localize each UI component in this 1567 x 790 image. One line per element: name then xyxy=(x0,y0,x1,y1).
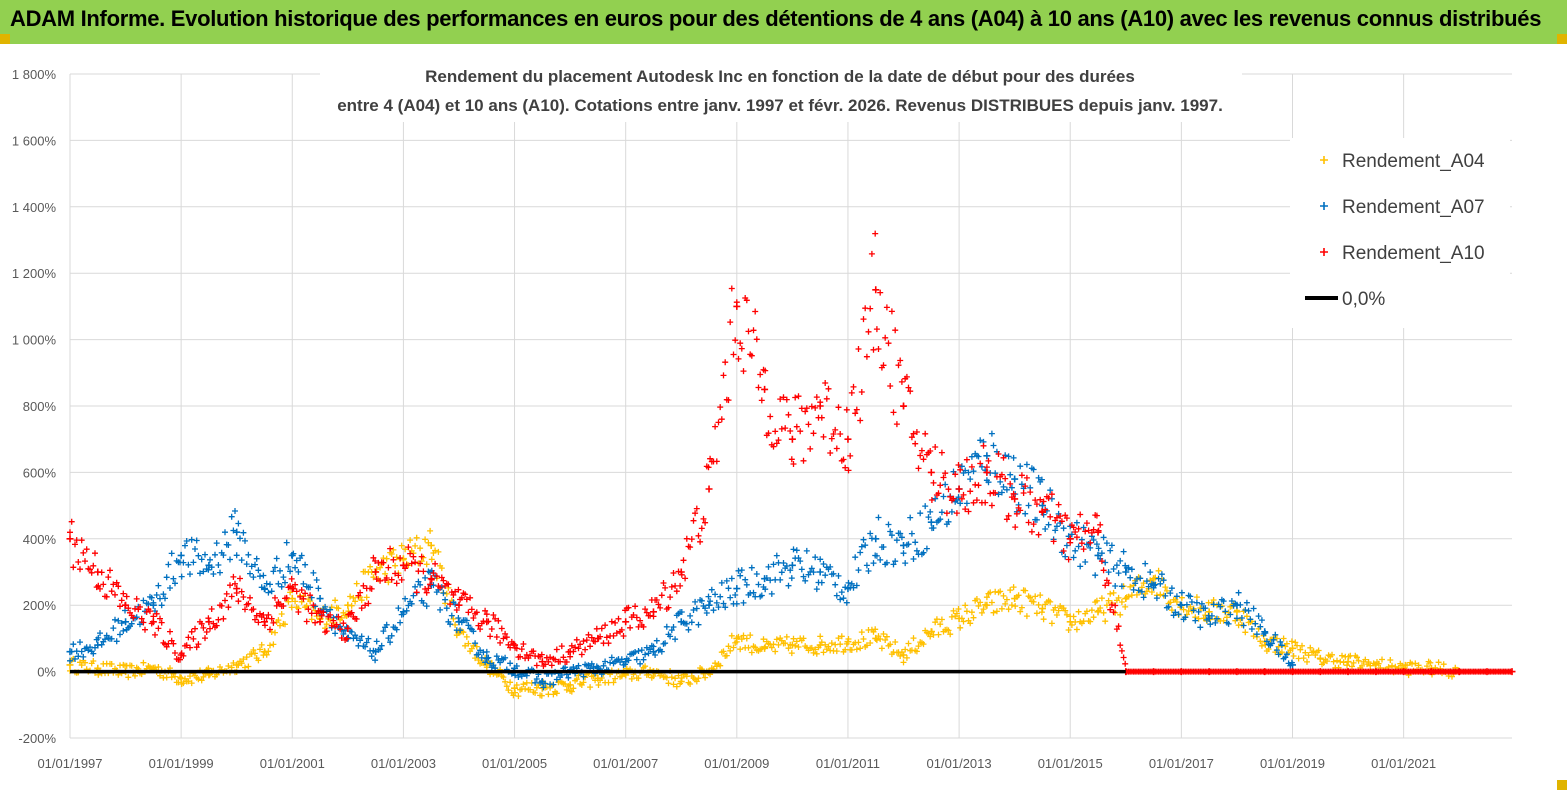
data-point xyxy=(872,286,880,294)
corner-marker-top-right xyxy=(1557,34,1567,44)
scatter-chart: -200% 0% 200% 400% 600% 800% 1 000% 1 200% 1 400… xyxy=(12,62,1516,771)
x-axis-ticks: 01/01/1997 01/01/1999 01/01/2001 01/01/2003… xyxy=(37,756,1436,771)
gridlines xyxy=(69,73,1512,739)
page-title: ADAM Informe. Evolution historique des p… xyxy=(10,6,1542,31)
data-point xyxy=(788,561,796,569)
y-tick-label: 1 000% xyxy=(12,333,57,348)
data-point xyxy=(66,535,74,543)
y-tick-label: 200% xyxy=(23,598,57,613)
legend-label: 0,0% xyxy=(1342,289,1385,310)
y-tick-label: 0% xyxy=(37,665,56,680)
data-point xyxy=(983,452,991,460)
y-tick-label: 600% xyxy=(23,465,57,480)
x-tick-label: 01/01/2019 xyxy=(1260,756,1325,771)
x-tick-label: 01/01/2013 xyxy=(927,756,992,771)
data-point xyxy=(455,601,463,609)
x-tick-label: 01/01/2021 xyxy=(1371,756,1436,771)
legend-label: Rendement_A07 xyxy=(1342,197,1485,218)
data-point xyxy=(622,618,630,626)
data-point xyxy=(566,681,574,689)
chart-title-box: Rendement du placement Autodesk Inc en f… xyxy=(320,62,1242,122)
x-tick-label: 01/01/2003 xyxy=(371,756,436,771)
x-tick-label: 01/01/2001 xyxy=(260,756,325,771)
data-point xyxy=(955,485,963,493)
y-tick-label: 1 600% xyxy=(12,133,57,148)
series-Rendement_A07 xyxy=(66,430,1296,691)
data-point xyxy=(788,435,796,443)
data-point xyxy=(1177,601,1185,609)
corner-marker-top-left xyxy=(0,34,10,44)
y-axis-ticks: -200% 0% 200% 400% 600% 800% 1 000% 1 200% 1 400… xyxy=(12,67,57,746)
y-tick-label: 1 200% xyxy=(12,266,57,281)
x-tick-label: 01/01/1999 xyxy=(149,756,214,771)
legend-label: Rendement_A04 xyxy=(1342,151,1485,172)
data-point xyxy=(1011,475,1019,483)
title-background xyxy=(320,62,1242,122)
legend-marker xyxy=(1320,156,1328,164)
data-point xyxy=(1122,568,1130,576)
x-tick-label: 01/01/2007 xyxy=(593,756,658,771)
data-point xyxy=(927,518,935,526)
x-tick-label: 01/01/2011 xyxy=(816,756,880,771)
data-point xyxy=(316,595,324,603)
data-point xyxy=(316,618,324,626)
title-banner: ADAM Informe. Evolution historique des p… xyxy=(0,0,1567,44)
x-tick-label: 01/01/2005 xyxy=(482,756,547,771)
data-point xyxy=(122,618,130,626)
x-tick-label: 01/01/2017 xyxy=(1149,756,1214,771)
y-tick-label: 800% xyxy=(23,399,57,414)
legend: Rendement_A04 Rendement_A07 Rendement_A10 0… xyxy=(1290,138,1510,328)
data-point xyxy=(733,585,741,593)
y-tick-label: 400% xyxy=(23,532,57,547)
data-point xyxy=(372,568,380,576)
legend-marker xyxy=(1320,202,1328,210)
corner-marker-bottom-right xyxy=(1557,780,1567,790)
data-point xyxy=(1038,502,1046,510)
data-point xyxy=(1094,551,1102,559)
data-point xyxy=(705,601,713,609)
series-marks xyxy=(66,230,1516,700)
chart-title-line2: entre 4 (A04) et 10 ans (A10). Cotations… xyxy=(337,96,1223,115)
data-point xyxy=(844,435,852,443)
x-tick-label: 01/01/1997 xyxy=(37,756,102,771)
data-point xyxy=(233,528,241,536)
chart-title-line1: Rendement du placement Autodesk Inc en f… xyxy=(425,67,1135,86)
data-point xyxy=(344,624,352,632)
data-point xyxy=(927,468,935,476)
data-point xyxy=(900,651,908,659)
data-point xyxy=(761,385,769,393)
legend-label: Rendement_A10 xyxy=(1342,243,1485,264)
x-tick-label: 01/01/2015 xyxy=(1038,756,1103,771)
data-point xyxy=(705,485,713,493)
y-tick-label: -200% xyxy=(18,731,56,746)
y-tick-label: 1 800% xyxy=(12,67,57,82)
y-tick-label: 1 400% xyxy=(12,200,57,215)
data-point xyxy=(177,551,185,559)
x-tick-label: 01/01/2009 xyxy=(704,756,769,771)
data-point xyxy=(816,568,824,576)
legend-marker xyxy=(1320,248,1328,256)
